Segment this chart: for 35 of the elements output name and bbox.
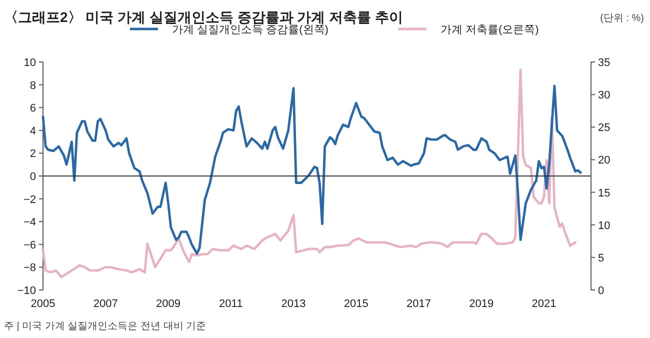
legend-label: 가계 실질개인소득 증감률(왼쪽) <box>172 24 328 36</box>
y-tick-label: −6 <box>23 239 36 252</box>
line-series <box>42 84 582 255</box>
text: 주 | 미국 가계 실질개인소득은 전년 대비 기준 <box>4 321 206 332</box>
x-tick-label: 2013 <box>281 298 306 310</box>
y-tick-label: 10 <box>24 57 36 69</box>
x-tick-label: 2009 <box>156 298 180 310</box>
y-tick-label: 0 <box>30 171 36 183</box>
x-tick-label: 2005 <box>30 298 56 310</box>
chart-title: 〈그래프2〉 미국 가계 실질개인소득 증감률과 가계 저축률 추이 <box>4 9 404 25</box>
y2-tick-label: 20 <box>598 154 610 167</box>
y2-tick-label: 5 <box>598 252 604 264</box>
x-tick-label: 2019 <box>469 298 494 310</box>
text: (단위 : %) <box>600 13 644 24</box>
y2-tick-label: 0 <box>598 285 604 297</box>
y-tick-label: 6 <box>30 102 36 115</box>
y2-tick-label: 35 <box>598 57 610 69</box>
legend-label: 가계 저축률(오른쪽) <box>440 24 539 36</box>
y-tick-label: 4 <box>30 125 36 138</box>
y-tick-label: 2 <box>30 148 36 160</box>
y2-tick-label: 25 <box>598 122 610 134</box>
y-tick-label: −10 <box>17 285 36 297</box>
line-series <box>42 68 577 278</box>
x-tick-label: 2021 <box>532 298 556 310</box>
y2-tick-label: 15 <box>598 187 610 200</box>
y-tick-label: −4 <box>23 216 36 229</box>
x-tick-label: 2011 <box>219 298 243 310</box>
y2-tick-label: 10 <box>598 220 610 232</box>
x-tick-label: 2015 <box>344 298 368 310</box>
x-tick-label: 2007 <box>93 298 118 310</box>
x-tick-label: 2017 <box>406 298 432 310</box>
y2-tick-label: 30 <box>598 90 610 102</box>
y-tick-label: −8 <box>23 262 36 274</box>
y-tick-label: 8 <box>30 80 36 92</box>
y-tick-label: −2 <box>23 194 36 206</box>
